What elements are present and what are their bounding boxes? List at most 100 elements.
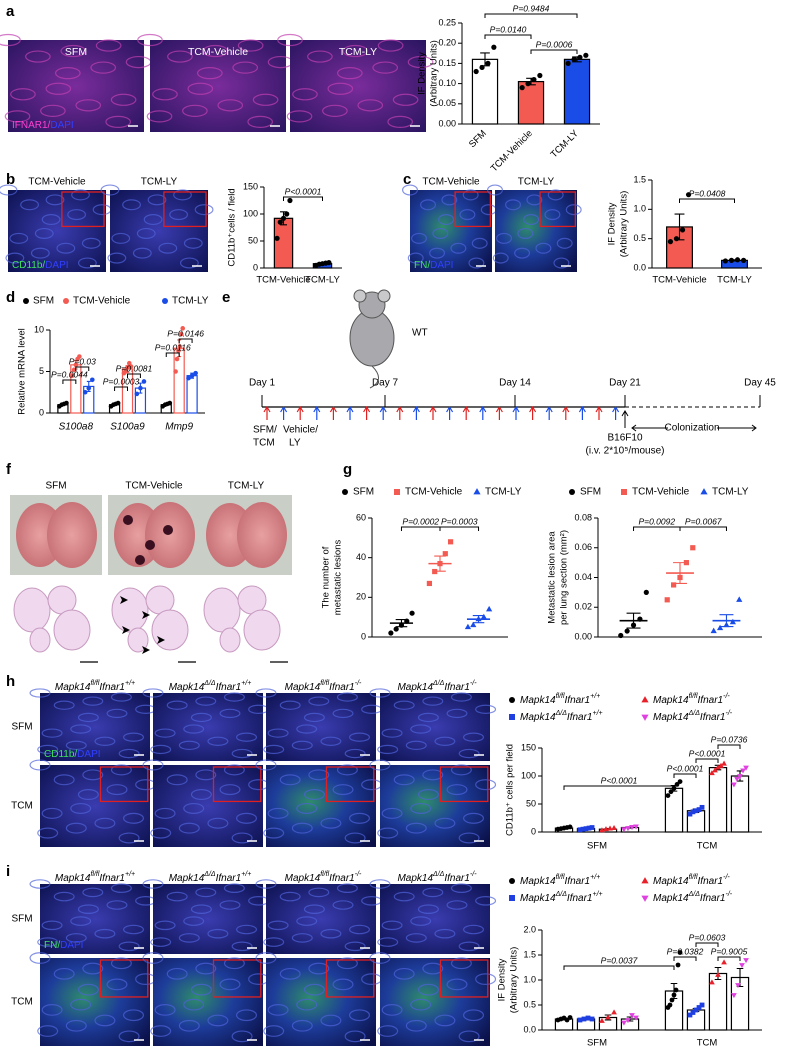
y-axis-label: CD11b⁺cells / field xyxy=(227,188,238,266)
genotype-sup: fl/fl xyxy=(90,680,99,687)
tissue-texture xyxy=(158,242,178,254)
tissue-texture xyxy=(182,104,208,117)
inset-box xyxy=(454,191,492,228)
injection-label: (i.v. 2*10⁵/mouse) xyxy=(586,446,665,457)
tissue-texture xyxy=(150,937,172,947)
tissue-texture xyxy=(90,61,117,74)
legend-marker xyxy=(509,878,515,884)
y-tick-label: 150 xyxy=(243,181,258,191)
tissue-texture xyxy=(0,33,21,47)
tissue-texture xyxy=(267,807,289,819)
tissue-texture xyxy=(94,928,116,939)
legend-marker xyxy=(23,298,29,304)
tissue-texture xyxy=(296,802,318,814)
significance-bracket xyxy=(439,526,480,531)
dose-arrow xyxy=(379,405,387,420)
legend-label: TCM-Vehicle xyxy=(405,487,463,498)
significance-bracket xyxy=(484,13,578,18)
row-label: SFM xyxy=(11,722,32,733)
data-point xyxy=(531,76,537,83)
tissue-texture xyxy=(349,732,371,742)
inset-box xyxy=(212,766,262,803)
tissue-texture xyxy=(122,732,144,742)
row-label: TCM xyxy=(11,801,33,812)
tissue-texture xyxy=(547,189,564,201)
treatment-label: TCM xyxy=(253,438,275,449)
data-point xyxy=(123,369,129,374)
tissue-texture xyxy=(286,110,313,123)
dose-arrow xyxy=(595,405,603,420)
tissue-texture xyxy=(41,807,63,819)
row-label: TCM xyxy=(11,997,33,1008)
tissue-texture xyxy=(450,957,472,970)
genotype-gene: Ifnar1 xyxy=(700,712,726,723)
data-point xyxy=(630,622,637,628)
genotype-sup: -/- xyxy=(726,710,733,717)
day-label: Day 7 xyxy=(372,378,399,389)
tissue-texture xyxy=(65,822,87,834)
y-axis-label: (Arbitrary Units) xyxy=(509,947,520,1014)
x-tick-label: TCM-LY xyxy=(717,275,752,286)
genotype-sup: +/+ xyxy=(593,710,603,717)
tissue-texture xyxy=(219,978,241,991)
tissue-texture xyxy=(53,967,75,980)
tissue-texture xyxy=(183,802,205,814)
genotype-sup: +/+ xyxy=(590,693,600,700)
genotype: Mapk14fl/flIfnar1-/- xyxy=(285,871,362,884)
tissue-texture xyxy=(41,1004,63,1016)
genotype: Mapk14fl/flIfnar1+/+ xyxy=(55,680,135,693)
tissue-texture xyxy=(122,1009,144,1022)
genotype-gene: Mapk14 xyxy=(653,893,689,904)
data-point xyxy=(611,824,617,830)
inset-box xyxy=(325,959,375,998)
mouse-ear xyxy=(353,289,367,303)
metastasis xyxy=(135,555,145,565)
tissue-texture xyxy=(81,237,101,249)
data-point xyxy=(90,377,95,383)
tissue-texture xyxy=(344,1030,366,1043)
y-tick-label: 1.0 xyxy=(523,974,536,984)
image-label: TCM-Vehicle xyxy=(125,481,183,492)
data-point xyxy=(665,793,671,798)
data-point xyxy=(709,770,715,776)
image-label: TCM-LY xyxy=(518,177,555,188)
tissue-texture xyxy=(337,67,363,80)
data-point xyxy=(677,779,683,784)
tissue-texture xyxy=(37,827,59,839)
tissue-texture xyxy=(332,900,354,910)
data-point xyxy=(603,826,609,832)
tissue-texture xyxy=(377,1025,399,1037)
data-point xyxy=(186,375,191,381)
genotype: Mapk14Δ/ΔIfnar1-/- xyxy=(397,871,477,884)
dose-arrow xyxy=(495,405,503,420)
genotype: Mapk14Δ/ΔIfnar1+/+ xyxy=(169,871,252,884)
tissue-texture xyxy=(458,941,480,952)
genotype-gene: Ifnar1 xyxy=(698,876,724,887)
p-value: P=0.0006 xyxy=(536,39,573,49)
tissue-texture xyxy=(405,933,427,943)
genotype-gene: Ifnar1 xyxy=(698,695,724,706)
significance-bracket xyxy=(673,773,697,778)
genotype-gene: Mapk14 xyxy=(520,893,556,904)
y-tick-label: 50 xyxy=(248,235,258,245)
tissue-texture xyxy=(247,115,273,129)
tissue-texture xyxy=(523,214,540,226)
stain-label: CD11b/DAPI xyxy=(12,260,69,271)
y-tick-label: 0.08 xyxy=(574,512,592,522)
tissue-texture xyxy=(202,44,229,58)
p-value: P=0.0408 xyxy=(689,188,726,198)
genotype-gene: Mapk14 xyxy=(169,682,205,693)
tissue-texture xyxy=(377,39,404,52)
genotype-gene: Mapk14 xyxy=(169,873,205,884)
dose-arrow xyxy=(578,405,586,420)
tissue-texture xyxy=(77,789,99,801)
tissue-texture xyxy=(417,789,439,801)
y-tick-label: 0 xyxy=(361,631,366,641)
tissue-texture xyxy=(505,199,522,211)
legend-marker xyxy=(700,488,708,495)
p-value: P=0.0044 xyxy=(51,369,88,379)
tissue-texture xyxy=(154,920,176,931)
arrowhead xyxy=(142,611,150,619)
significance-bracket xyxy=(484,34,532,39)
tissue-texture xyxy=(336,883,358,893)
